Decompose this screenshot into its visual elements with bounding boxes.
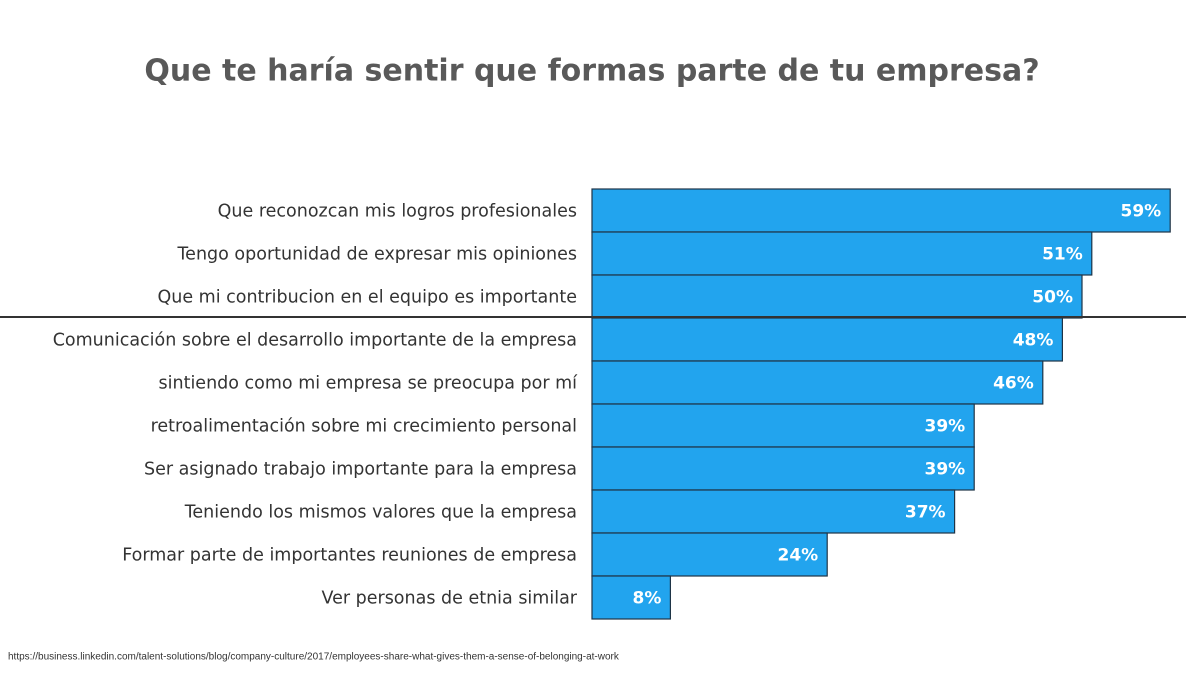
bar [591, 575, 672, 620]
value-label: 46% [993, 374, 1034, 394]
source: https://business.linkedin.com/talent-sol… [8, 652, 620, 663]
chart-title: Que te haría sentir que formas parte de … [144, 54, 1039, 89]
category-label: Comunicación sobre el desarrollo importa… [53, 331, 577, 351]
category-label: sintiendo como mi empresa se preocupa po… [159, 374, 579, 394]
category-label: Ser asignado trabajo importante para la … [144, 460, 577, 480]
value-label: 39% [924, 417, 965, 437]
category-label: Ver personas de etnia similar [321, 589, 577, 609]
value-label: 51% [1042, 245, 1083, 265]
bar [591, 446, 975, 491]
bar [591, 274, 1083, 319]
category-label: Teniendo los mismos valores que la empre… [184, 503, 577, 523]
bar [591, 188, 1171, 233]
category-label: Formar parte de importantes reuniones de… [122, 546, 577, 566]
category-label: Tengo oportunidad de expresar mis opinio… [176, 245, 577, 265]
value-label: 48% [1013, 331, 1054, 351]
value-label: 39% [924, 460, 965, 480]
value-label: 59% [1120, 202, 1161, 222]
bar [591, 403, 975, 448]
bar [591, 489, 956, 534]
bars: Que reconozcan mis logros profesionales 5… [53, 188, 1171, 620]
value-label: 24% [777, 546, 818, 566]
value-label: 37% [905, 503, 946, 523]
category-label: Que reconozcan mis logros profesionales [218, 202, 577, 222]
category-label: Que mi contribucion en el equipo es impo… [157, 288, 577, 308]
bar [591, 532, 828, 577]
category-label: retroalimentación sobre mi crecimiento p… [151, 417, 577, 437]
value-label: 50% [1032, 288, 1073, 308]
bar [591, 317, 1063, 362]
value-label: 8% [633, 589, 662, 609]
bar [591, 231, 1093, 276]
bar [591, 360, 1044, 405]
